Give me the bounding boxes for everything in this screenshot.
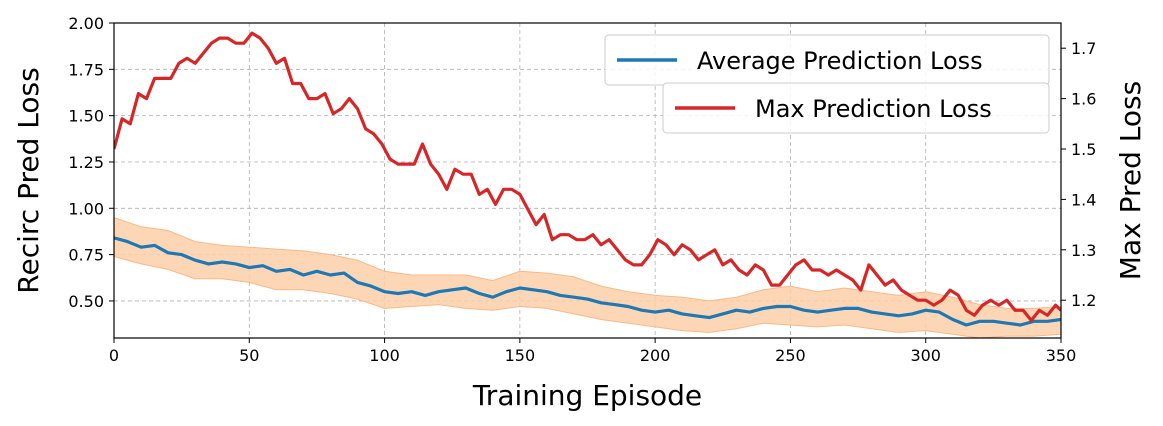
y-tick-label-left: 2.00 (68, 14, 104, 33)
y-tick-label-right: 1.6 (1071, 90, 1096, 109)
y-tick-label-left: 1.00 (68, 199, 104, 218)
legend-entry-average: Average Prediction Loss (604, 34, 1050, 86)
x-tick-label: 50 (239, 346, 259, 365)
y-tick-label-left: 1.25 (68, 153, 104, 172)
x-tick-label: 0 (109, 346, 119, 365)
y-tick-label-left: 0.75 (68, 246, 104, 265)
plot-frame (113, 22, 1062, 339)
x-tick-label: 300 (910, 346, 941, 365)
y-axis-label-left: Recirc Pred Loss (12, 67, 45, 293)
legend-label: Max Prediction Loss (755, 95, 992, 123)
x-tick-label: 100 (369, 346, 400, 365)
y-tick-label-right: 1.3 (1071, 241, 1096, 260)
max-loss-line (114, 31, 1061, 322)
legend: Average Prediction Loss Max Prediction Lo… (604, 34, 1050, 134)
y-tick-label-left: 1.50 (68, 107, 104, 126)
x-tick-label: 250 (775, 346, 806, 365)
y-tick-label-right: 1.2 (1071, 291, 1096, 310)
tick-layer: 0 50 100 150 200 250 300 350 0.50 0.75 1.00 1.25 1.5… (68, 14, 1096, 365)
legend-entry-max: Max Prediction Loss (662, 82, 1050, 134)
y-tick-label-left: 0.50 (68, 292, 104, 311)
series-layer (114, 31, 1061, 327)
std-band (113, 216, 1062, 339)
legend-label: Average Prediction Loss (697, 47, 983, 75)
y-tick-label-left: 1.75 (68, 60, 104, 79)
x-tick-label: 350 (1046, 346, 1077, 365)
y-tick-label-right: 1.7 (1071, 39, 1096, 58)
average-loss-line (114, 236, 1061, 327)
x-tick-label: 150 (505, 346, 536, 365)
std-band-layer (113, 216, 1062, 339)
x-tick-label: 200 (640, 346, 671, 365)
y-tick-label-right: 1.4 (1071, 190, 1096, 209)
y-tick-label-right: 1.5 (1071, 140, 1096, 159)
y-axis-label-right: Max Pred Loss (1114, 81, 1147, 280)
x-axis-label: Training Episode (472, 379, 702, 412)
legend-box (662, 82, 1050, 134)
